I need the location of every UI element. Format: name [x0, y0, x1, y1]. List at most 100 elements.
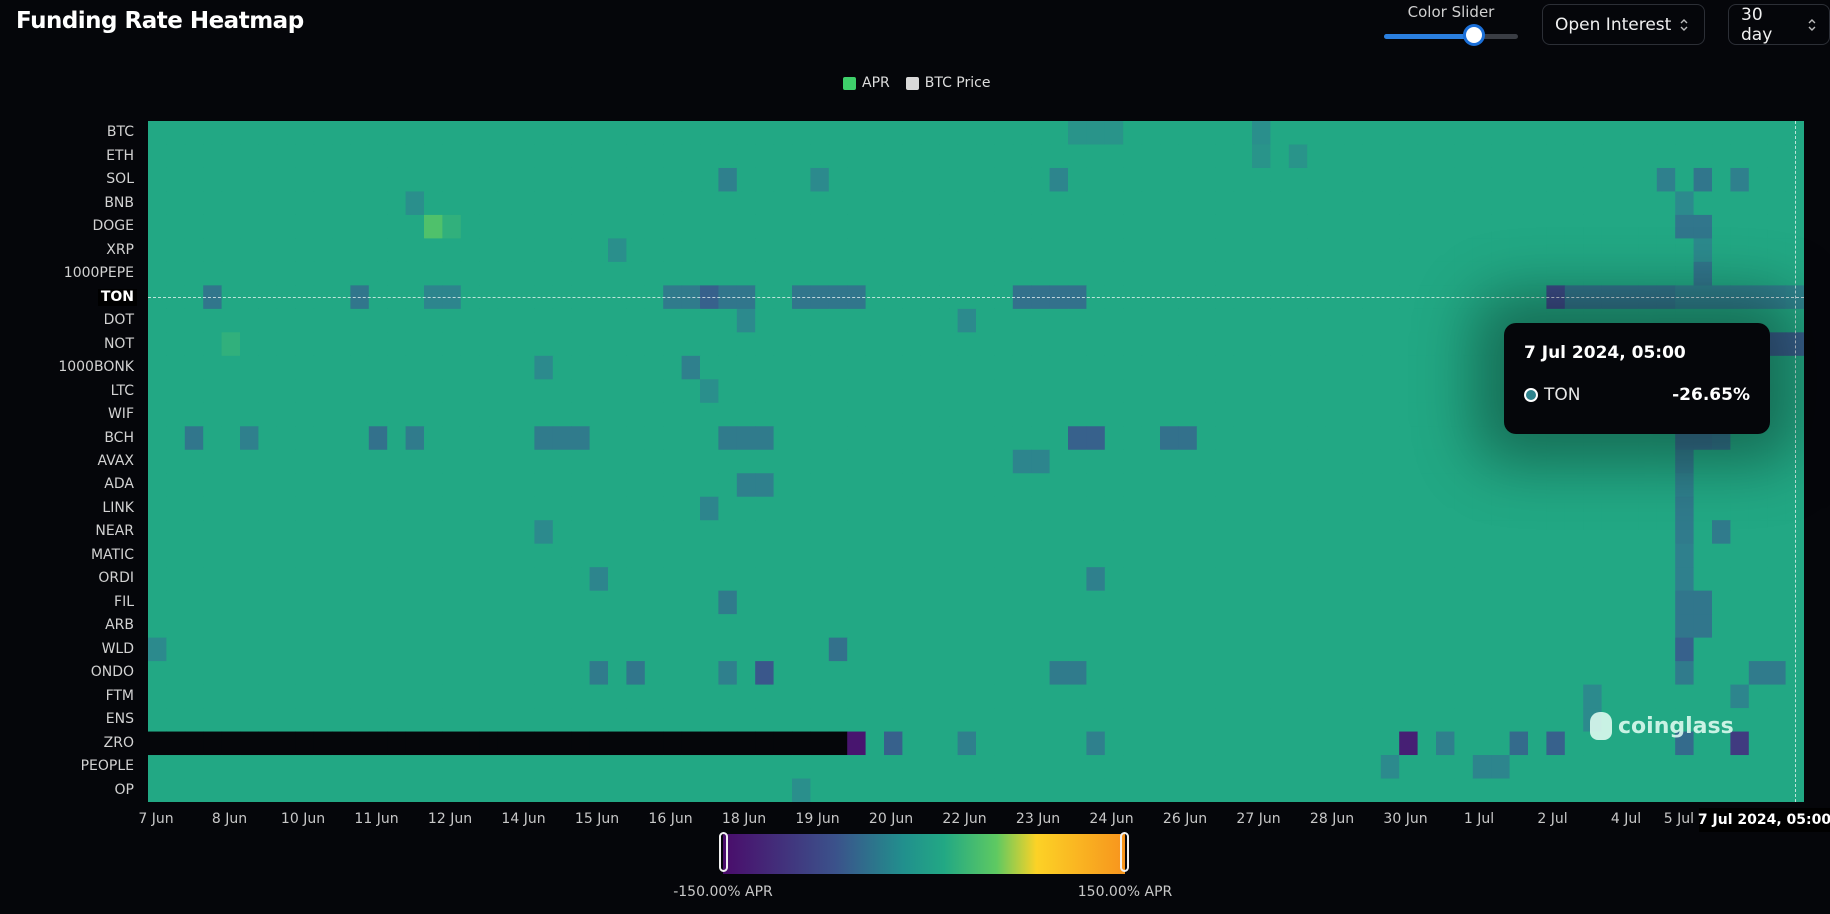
heat-cell-ftm-2[interactable]: [184, 684, 204, 709]
heat-cell-avax-66[interactable]: [1362, 449, 1382, 474]
heat-cell-arb-56[interactable]: [1178, 614, 1198, 639]
heat-cell-near-17[interactable]: [460, 520, 480, 545]
heat-cell-people-75[interactable]: [1528, 755, 1547, 780]
heat-cell-xrp-69[interactable]: [1417, 238, 1437, 263]
heat-cell-sol-23[interactable]: [571, 167, 591, 192]
heat-cell-link-9[interactable]: [313, 496, 333, 521]
heat-cell-link-83[interactable]: [1675, 496, 1695, 521]
heat-cell-fil-80[interactable]: [1620, 590, 1639, 615]
heat-cell-avax-61[interactable]: [1270, 449, 1290, 474]
heat-cell-op-52[interactable]: [1104, 778, 1124, 802]
heat-cell-zro-39[interactable]: [865, 731, 885, 756]
heat-cell-dot-24[interactable]: [589, 308, 609, 333]
heat-cell-avax-37[interactable]: [828, 449, 848, 474]
heat-cell-avax-78[interactable]: [1583, 449, 1603, 474]
heat-cell-eth-0[interactable]: [148, 144, 167, 169]
heat-cell-sol-59[interactable]: [1233, 167, 1253, 192]
heat-cell-btc-60[interactable]: [1252, 121, 1271, 145]
heat-cell-1000pepe-83[interactable]: [1675, 261, 1695, 286]
heat-cell-link-14[interactable]: [405, 496, 425, 521]
heat-cell-zro-77[interactable]: [1564, 731, 1584, 756]
heat-cell-ftm-3[interactable]: [203, 684, 223, 709]
heat-cell-op-36[interactable]: [810, 778, 830, 802]
heat-cell-bnb-42[interactable]: [920, 191, 940, 216]
heat-cell-avax-86[interactable]: [1730, 449, 1750, 474]
heat-cell-people-53[interactable]: [1123, 755, 1143, 780]
heat-cell-dot-9[interactable]: [313, 308, 333, 333]
heat-cell-wld-11[interactable]: [350, 637, 370, 662]
heat-cell-1000pepe-80[interactable]: [1620, 261, 1639, 286]
heat-cell-btc-87[interactable]: [1748, 121, 1768, 145]
heat-cell-zro-13[interactable]: [387, 731, 407, 756]
heat-cell-near-54[interactable]: [1141, 520, 1161, 545]
heat-cell-ondo-61[interactable]: [1270, 661, 1290, 686]
heat-cell-arb-32[interactable]: [736, 614, 756, 639]
heat-cell-wif-17[interactable]: [460, 402, 480, 427]
heat-cell-doge-37[interactable]: [828, 214, 848, 239]
heat-cell-ordi-81[interactable]: [1638, 567, 1658, 592]
heat-cell-ltc-12[interactable]: [368, 379, 388, 404]
heat-cell-1000pepe-19[interactable]: [497, 261, 517, 286]
heat-cell-1000pepe-85[interactable]: [1712, 261, 1731, 286]
heat-cell-1000bonk-16[interactable]: [442, 355, 462, 380]
heat-cell-ltc-19[interactable]: [497, 379, 517, 404]
heat-cell-btc-81[interactable]: [1638, 121, 1658, 145]
heat-cell-ordi-12[interactable]: [368, 567, 388, 592]
heat-cell-ltc-3[interactable]: [203, 379, 223, 404]
heat-cell-bnb-56[interactable]: [1178, 191, 1198, 216]
heat-cell-near-4[interactable]: [221, 520, 241, 545]
heat-cell-link-77[interactable]: [1564, 496, 1584, 521]
heat-cell-bnb-27[interactable]: [644, 191, 664, 216]
heat-cell-sol-14[interactable]: [405, 167, 425, 192]
heat-cell-doge-53[interactable]: [1123, 214, 1143, 239]
heat-cell-eth-49[interactable]: [1049, 144, 1069, 169]
heat-cell-dot-40[interactable]: [884, 308, 903, 333]
heat-cell-wld-70[interactable]: [1436, 637, 1455, 662]
heat-cell-bnb-76[interactable]: [1546, 191, 1566, 216]
heat-cell-xrp-11[interactable]: [350, 238, 370, 263]
heat-cell-sol-61[interactable]: [1270, 167, 1290, 192]
heat-cell-xrp-79[interactable]: [1601, 238, 1621, 263]
slider-track[interactable]: [1384, 27, 1518, 43]
heat-cell-ondo-26[interactable]: [626, 661, 646, 686]
heat-cell-dot-18[interactable]: [479, 308, 499, 333]
heat-cell-op-3[interactable]: [203, 778, 223, 802]
heat-cell-doge-57[interactable]: [1196, 214, 1216, 239]
heat-cell-zro-12[interactable]: [368, 731, 388, 756]
heat-cell-ordi-16[interactable]: [442, 567, 462, 592]
heat-cell-ens-4[interactable]: [221, 708, 241, 733]
heat-cell-op-21[interactable]: [534, 778, 554, 802]
heat-cell-xrp-23[interactable]: [571, 238, 591, 263]
heat-cell-xrp-56[interactable]: [1178, 238, 1198, 263]
heat-cell-bnb-4[interactable]: [221, 191, 241, 216]
heat-cell-wif-88[interactable]: [1767, 402, 1787, 427]
heat-cell-btc-18[interactable]: [479, 121, 499, 145]
heat-cell-1000pepe-54[interactable]: [1141, 261, 1161, 286]
heat-cell-bch-2[interactable]: [184, 426, 204, 451]
heat-cell-bnb-31[interactable]: [718, 191, 738, 216]
heat-cell-bch-72[interactable]: [1472, 426, 1492, 451]
heat-cell-doge-11[interactable]: [350, 214, 370, 239]
heat-cell-ada-62[interactable]: [1288, 473, 1308, 498]
heat-cell-eth-29[interactable]: [681, 144, 701, 169]
heat-cell-doge-54[interactable]: [1141, 214, 1161, 239]
heat-cell-ltc-66[interactable]: [1362, 379, 1382, 404]
heat-cell-sol-47[interactable]: [1012, 167, 1032, 192]
heat-cell-link-22[interactable]: [552, 496, 572, 521]
heat-cell-link-8[interactable]: [295, 496, 315, 521]
heat-cell-ada-78[interactable]: [1583, 473, 1603, 498]
heat-cell-ordi-54[interactable]: [1141, 567, 1161, 592]
heat-cell-fil-32[interactable]: [736, 590, 756, 615]
heat-cell-near-38[interactable]: [847, 520, 867, 545]
heat-cell-bch-65[interactable]: [1344, 426, 1363, 451]
heat-cell-arb-87[interactable]: [1748, 614, 1768, 639]
heat-cell-1000pepe-70[interactable]: [1436, 261, 1455, 286]
heat-cell-bch-60[interactable]: [1252, 426, 1271, 451]
heat-cell-ftm-71[interactable]: [1454, 684, 1474, 709]
heat-cell-xrp-48[interactable]: [1031, 238, 1051, 263]
heat-cell-ondo-29[interactable]: [681, 661, 701, 686]
heat-cell-ens-6[interactable]: [258, 708, 278, 733]
heat-cell-bch-59[interactable]: [1233, 426, 1253, 451]
heat-cell-1000bonk-58[interactable]: [1215, 355, 1235, 380]
heat-cell-ondo-80[interactable]: [1620, 661, 1639, 686]
